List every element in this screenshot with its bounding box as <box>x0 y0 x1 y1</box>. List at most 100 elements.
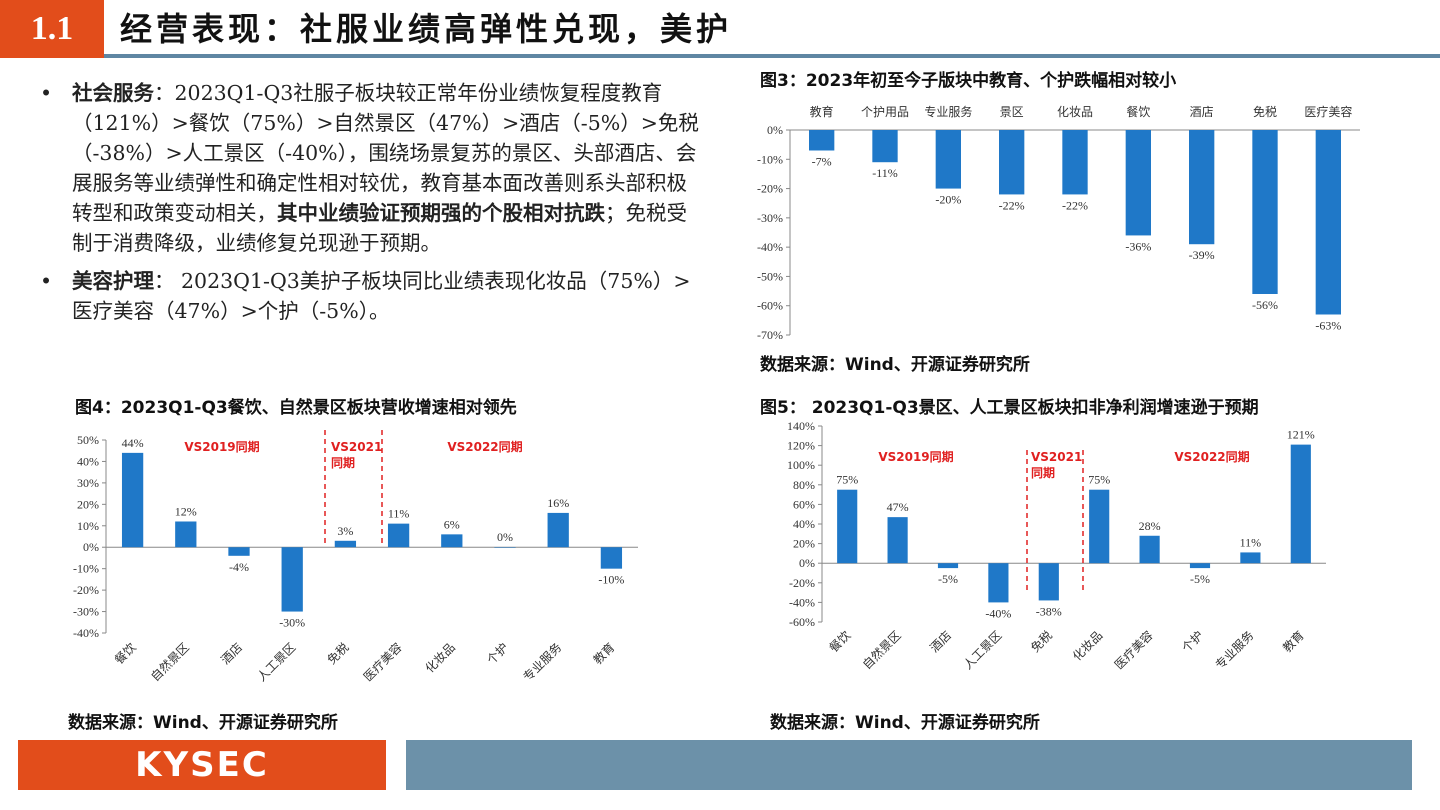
bar <box>935 130 961 189</box>
bullet-social-services: • 社会服务：2023Q1-Q3社服子板块较正常年份业绩恢复程度教育（121%）… <box>40 78 700 258</box>
annotation-vs2021: VS2021 <box>1031 450 1082 464</box>
data-label: -20% <box>935 193 961 207</box>
category-label: 教育 <box>810 104 834 119</box>
y-tick-label: 50% <box>77 433 99 447</box>
bullet-heading: 美容护理 <box>72 269 154 293</box>
y-tick-label: 20% <box>77 497 99 511</box>
y-tick-label: 20% <box>793 537 815 551</box>
bullet-text: ： 2023Q1-Q3美护子板块同比业绩表现化妆品（75%）>医疗美容（47%）… <box>72 269 691 323</box>
fig5-source: 数据来源：Wind、开源证券研究所 <box>770 713 1040 733</box>
data-label: 44% <box>122 436 144 450</box>
data-label: 6% <box>444 517 460 531</box>
data-label: -5% <box>938 572 958 586</box>
y-tick-label: -70% <box>757 328 783 342</box>
y-tick-label: -40% <box>757 240 783 254</box>
category-label: 景区 <box>1000 105 1024 119</box>
annotation-vs2019: VS2019同期 <box>184 439 259 454</box>
y-tick-label: 0% <box>799 556 815 570</box>
data-label: -39% <box>1189 248 1215 262</box>
y-tick-label: 0% <box>83 540 99 554</box>
bar <box>334 540 357 548</box>
data-label: 121% <box>1287 428 1315 442</box>
bar <box>1089 489 1110 564</box>
annotation-vs2019: VS2019同期 <box>878 449 953 464</box>
category-label: 教育 <box>590 640 618 668</box>
bar <box>121 452 144 548</box>
fig5-chart: 140% 120% 100% 80% 60% 40% 20% 0% -20% -40% -60% 75… <box>787 419 1326 673</box>
category-label: 自然景区 <box>147 640 192 685</box>
annotation-vs2021: VS2021 <box>331 440 382 454</box>
y-tick-label: -60% <box>757 299 783 313</box>
bar <box>837 489 858 564</box>
y-tick-label: -30% <box>73 605 99 619</box>
annotation-vs2021-period: 同期 <box>1031 465 1055 480</box>
category-label: 个护 <box>484 640 511 667</box>
bar <box>999 130 1025 195</box>
category-label: 餐饮 <box>1126 104 1150 119</box>
bar <box>175 521 197 548</box>
annotation-vs2022: VS2022同期 <box>1174 449 1249 464</box>
bar <box>988 563 1009 603</box>
category-label: 餐饮 <box>111 640 139 668</box>
category-label: 酒店 <box>218 640 245 667</box>
fig4-source: 数据来源：Wind、开源证券研究所 <box>68 713 338 733</box>
bar <box>937 563 959 569</box>
data-label: -22% <box>1062 198 1088 212</box>
fig3-chart: 0% -10% -20% -30% -40% -50% -60% -70% -7% 教育 -11% 个… <box>757 104 1360 342</box>
bar <box>1139 535 1160 564</box>
y-tick-label: -40% <box>73 626 99 640</box>
y-tick-label: -10% <box>757 152 783 166</box>
header-rule <box>104 54 1440 58</box>
header-band <box>0 0 1440 58</box>
category-label: 免税 <box>324 640 352 668</box>
footer-bar <box>406 740 1412 790</box>
bar <box>1240 552 1261 564</box>
bullet-beauty-care: • 美容护理： 2023Q1-Q3美护子板块同比业绩表现化妆品（75%）>医疗美… <box>40 266 700 326</box>
section-number: 1.1 <box>0 0 104 58</box>
y-tick-label: 40% <box>77 454 99 468</box>
y-tick-label: -50% <box>757 269 783 283</box>
y-tick-label: 40% <box>793 517 815 531</box>
fig5-title: 图5： 2023Q1-Q3景区、人工景区板块扣非净利润增速逊于预期 <box>760 398 1259 418</box>
bullet-dot-icon: • <box>40 269 53 293</box>
data-label: -7% <box>812 155 832 169</box>
category-label: 化妆品 <box>1057 105 1093 119</box>
bullet-heading: 社会服务 <box>72 81 154 105</box>
bar <box>809 130 835 151</box>
bar <box>1189 563 1211 569</box>
annotation-vs2021-period: 同期 <box>331 455 355 470</box>
bar <box>600 547 623 569</box>
bar <box>1125 130 1151 236</box>
y-tick-label: -60% <box>789 615 815 629</box>
category-label: 医疗美容 <box>1304 104 1352 119</box>
fig3-title: 图3：2023年初至今子版块中教育、个护跌幅相对较小 <box>760 71 1177 91</box>
category-label: 化妆品 <box>423 640 458 675</box>
data-label: 12% <box>175 504 197 518</box>
fig4-chart: 50% 40% 30% 20% 10% 0% -10% -20% -30% -40% 44% 餐饮 12… <box>73 430 638 685</box>
data-label: 28% <box>1139 519 1161 533</box>
y-tick-label: -40% <box>789 595 815 609</box>
data-label: 75% <box>1088 473 1110 487</box>
category-label: 专业服务 <box>1212 628 1257 673</box>
category-label: 专业服务 <box>924 104 972 119</box>
data-label: -40% <box>985 606 1011 620</box>
category-label: 餐饮 <box>826 628 854 656</box>
category-label: 化妆品 <box>1070 628 1105 663</box>
data-label: 11% <box>388 507 410 521</box>
data-label: 3% <box>337 524 353 538</box>
bar <box>887 517 908 564</box>
bar <box>387 523 410 548</box>
data-label: -10% <box>598 573 624 587</box>
category-label: 个护用品 <box>861 105 909 119</box>
fig4-title: 图4：2023Q1-Q3餐饮、自然景区板块营收增速相对领先 <box>75 398 517 418</box>
y-tick-label: -20% <box>789 576 815 590</box>
category-label: 酒店 <box>1190 105 1214 119</box>
kysec-logo: KYSEC <box>18 740 386 790</box>
data-label: 75% <box>836 473 858 487</box>
bar <box>1290 444 1311 564</box>
category-label: 人工景区 <box>254 640 298 684</box>
bullet-emphasis: 其中业绩验证预期强的个股相对抗跌 <box>277 201 605 225</box>
y-tick-label: 0% <box>767 123 783 137</box>
y-tick-label: -20% <box>757 182 783 196</box>
category-label: 自然景区 <box>859 628 904 673</box>
